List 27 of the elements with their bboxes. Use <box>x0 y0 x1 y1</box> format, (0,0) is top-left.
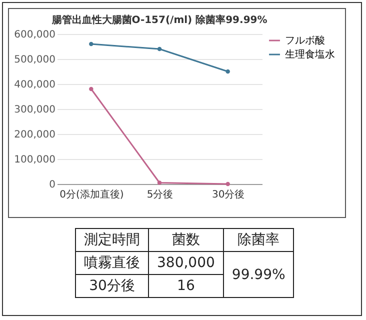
text: 噴霧直後 <box>76 252 148 274</box>
text: 99.99% <box>223 252 294 298</box>
x-tick-label: 30分後 <box>212 188 245 200</box>
legend-label: 生理食塩水 <box>285 48 335 60</box>
text: 380,000 <box>148 252 224 274</box>
y-tick-label: 600,000 <box>14 30 56 40</box>
x-tick-label: 5分後 <box>146 188 174 200</box>
legend-label: フルボ酸 <box>285 34 325 46</box>
point <box>157 180 162 185</box>
point <box>226 182 230 186</box>
text: 測定時間 <box>76 228 148 252</box>
text: 除菌率 <box>223 228 294 252</box>
point <box>226 69 230 74</box>
y-tick-label: 0 <box>49 180 56 190</box>
y-tick-label: 200,000 <box>14 130 56 140</box>
x-tick-label: 0分(添加直後) <box>60 188 124 200</box>
point <box>89 42 94 46</box>
y-tick-label: 100,000 <box>14 154 56 166</box>
text: 30分後 <box>76 274 148 298</box>
point <box>157 46 162 52</box>
y-tick-label: 400,000 <box>14 80 56 90</box>
y-tick-label: 300,000 <box>14 104 56 116</box>
text: 菌数 <box>148 228 224 252</box>
point <box>89 86 94 92</box>
text: 16 <box>148 274 224 298</box>
y-tick-label: 500,000 <box>14 54 56 66</box>
chart-title: 腸管出血性大腸菌O-157(/ml) 除菌率99.99% <box>50 14 268 26</box>
